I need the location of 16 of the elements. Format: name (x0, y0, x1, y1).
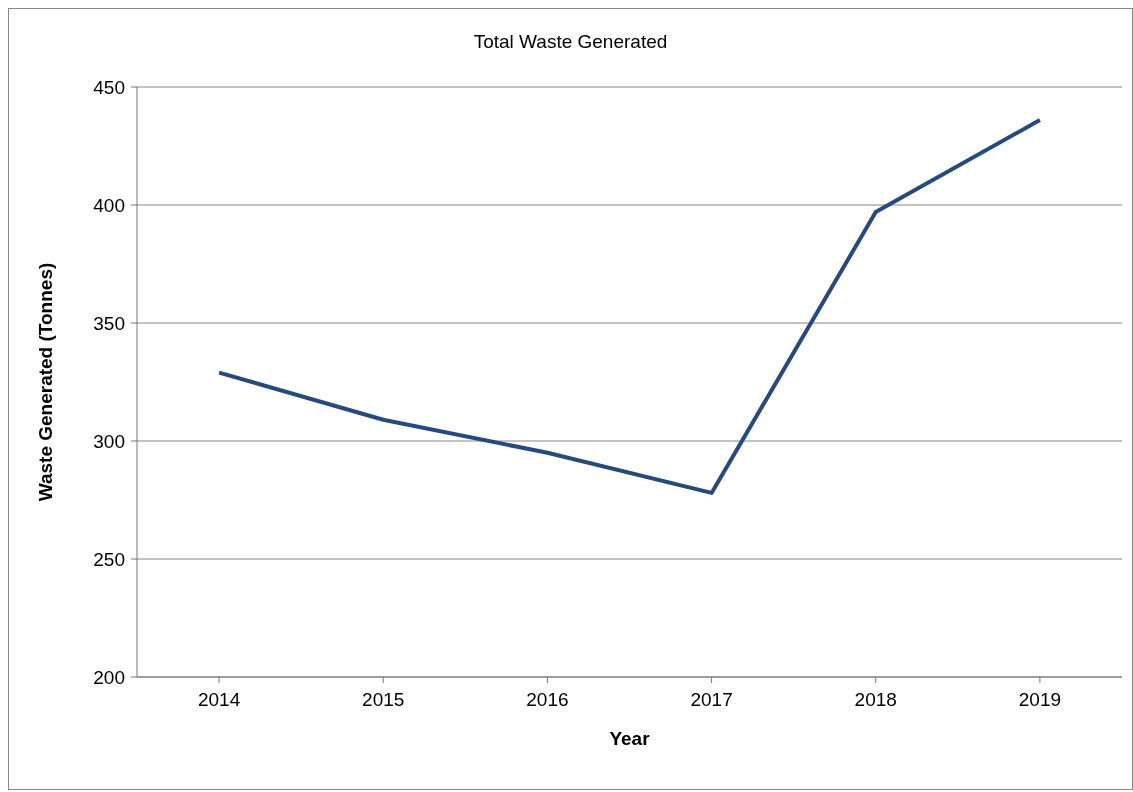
chart-title: Total Waste Generated (472, 31, 669, 53)
x-tick-label: 2018 (854, 689, 897, 711)
x-tick-label: 2014 (197, 689, 241, 711)
x-tick-label: 2016 (526, 689, 569, 711)
y-tick-label: 450 (93, 76, 125, 98)
y-axis-title: Waste Generated (Tonnes) (34, 262, 56, 502)
x-tick-label: 2019 (1018, 689, 1062, 711)
y-tick-label: 200 (93, 666, 125, 688)
x-axis-title: Year (609, 728, 651, 749)
x-tick-label: 2017 (690, 689, 733, 711)
y-tick-label: 250 (93, 548, 125, 570)
line-series (217, 118, 1042, 495)
y-tick-label: 400 (93, 194, 125, 216)
y-tick-label: 300 (93, 430, 125, 452)
x-tick-label: 2015 (362, 689, 405, 711)
y-tick-label: 350 (93, 312, 125, 334)
